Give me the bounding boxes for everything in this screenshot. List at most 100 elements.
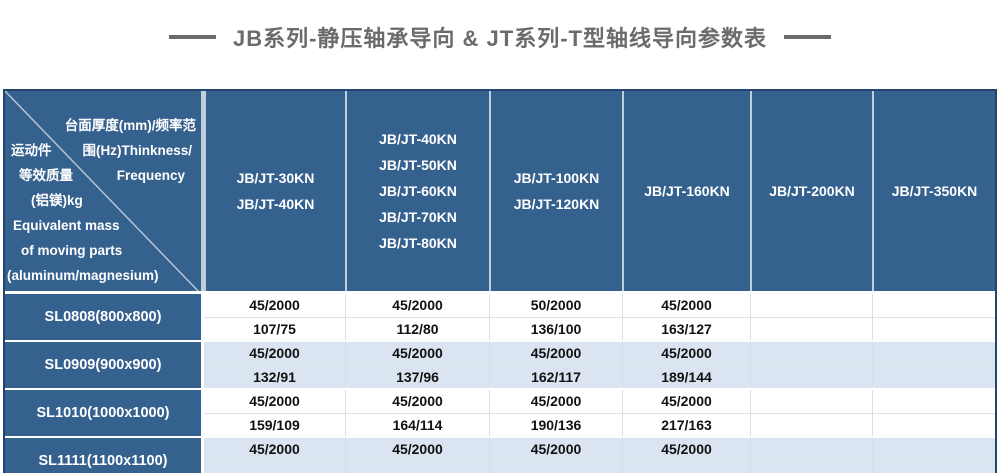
table-cell <box>750 317 872 340</box>
column-header-4: JB/JT-160KN <box>622 91 750 291</box>
corner-line-right: 围(Hz)Thinkness/ <box>82 143 192 158</box>
table-cell <box>872 438 995 461</box>
column-header-3: JB/JT-100KN JB/JT-120KN <box>489 91 622 291</box>
table-cell: 112/80 <box>345 317 489 340</box>
diagonal-divider <box>5 91 200 291</box>
title-rule-left <box>168 35 216 39</box>
group-data: 45/2000 45/2000 45/2000 45/2000 132/91 137/96… <box>204 342 995 388</box>
spec-table: 台面厚度(mm)/频率范运动件 围(Hz)Thinkness/等效质量 Freque… <box>3 89 997 473</box>
corner-cell: 台面厚度(mm)/频率范运动件 围(Hz)Thinkness/等效质量 Freque… <box>5 91 204 291</box>
column-header-line: JB/JT-70KN <box>379 209 457 225</box>
table-cell <box>872 365 995 388</box>
table-row: 107/75 112/80 136/100 163/127 <box>204 316 995 340</box>
table-cell: 45/2000 <box>249 393 300 410</box>
table-cell <box>750 413 872 436</box>
table-cell <box>622 461 750 473</box>
column-header-line: JB/JT-50KN <box>379 157 457 173</box>
table-cell: 45/2000 <box>622 294 750 317</box>
table-cell: 45/2000 <box>622 390 750 413</box>
table-cell: 45/2000 <box>345 390 489 413</box>
table-cell: 163/127 <box>622 317 750 340</box>
page-title: JB系列-静压轴承导向 & JT系列-T型轴线导向参数表 <box>232 26 767 51</box>
table-cell <box>872 342 995 365</box>
table-row <box>204 460 995 473</box>
title-rule-right <box>784 35 831 39</box>
corner-line: Equivalent mass <box>5 213 201 238</box>
table-cell: 45/2000 <box>345 438 489 461</box>
table-cell <box>750 294 872 317</box>
table-row: 45/2000 45/2000 45/2000 45/2000 <box>204 342 995 365</box>
column-header-2: JB/JT-40KN JB/JT-50KN JB/JT-60KN JB/JT-70KN… <box>345 91 489 291</box>
table-cell <box>345 461 489 473</box>
table-cell: 45/2000 <box>622 342 750 365</box>
row-header: SL1010(1000x1000) <box>5 390 204 436</box>
row-header: SL0808(800x800) <box>5 294 204 340</box>
column-header-5: JB/JT-200KN <box>750 91 872 291</box>
corner-line-left: 运动件 <box>11 143 52 158</box>
corner-line: of moving parts <box>5 238 201 263</box>
table-cell: 159/109 <box>249 416 300 433</box>
table-cell <box>750 438 872 461</box>
table-row: 159/109 164/114 190/136 217/163 <box>204 412 995 436</box>
table-row: 45/2000 45/2000 45/2000 45/2000 <box>204 438 995 461</box>
table-row: 132/91 137/96 162/117 189/144 <box>204 364 995 388</box>
table-group-SL1111(1100x1100): SL1111(1100x1100) 45/2000 45/2000 45/2000 45… <box>5 438 995 473</box>
table-cell: 45/2000 <box>249 441 300 458</box>
table-cell <box>872 317 995 340</box>
table-group-SL0909(900x900): SL0909(900x900) 45/2000 45/2000 45/2000 45/2… <box>5 342 995 390</box>
table-cell: 45/2000 <box>345 294 489 317</box>
table-cell: 162/117 <box>489 365 622 388</box>
table-cell <box>872 461 995 473</box>
table-cell <box>750 342 872 365</box>
row-header: SL0909(900x900) <box>5 342 204 388</box>
table-cell <box>204 462 345 473</box>
corner-line-left: (铝镁)kg <box>31 193 83 208</box>
row-header: SL1111(1100x1100) <box>5 438 204 473</box>
group-data: 45/2000 45/2000 45/2000 45/2000 <box>204 438 995 473</box>
corner-line: (铝镁)kg <box>5 188 201 213</box>
corner-line-left: 等效质量 <box>19 168 73 183</box>
table-group-SL1010(1000x1000): SL1010(1000x1000) 45/2000 45/2000 45/2000 45… <box>5 390 995 438</box>
table-row: 45/2000 45/2000 45/2000 45/2000 <box>204 390 995 413</box>
table-cell: 189/144 <box>622 365 750 388</box>
column-header-line: JB/JT-60KN <box>379 183 457 199</box>
corner-line-left: of moving parts <box>21 243 123 258</box>
corner-line: 运动件 围(Hz)Thinkness/ <box>5 138 201 163</box>
table-cell <box>750 390 872 413</box>
table-cell: 45/2000 <box>489 390 622 413</box>
table-cell <box>872 413 995 436</box>
table-cell: 217/163 <box>622 413 750 436</box>
table-cell: 137/96 <box>345 365 489 388</box>
table-cell: 107/75 <box>253 320 296 337</box>
table-row: 45/2000 45/2000 50/2000 45/2000 <box>204 294 995 317</box>
group-data: 45/2000 45/2000 45/2000 45/2000 159/109 164/1… <box>204 390 995 436</box>
corner-line-left: (aluminum/magnesium) <box>7 268 159 283</box>
column-header-line: JB/JT-120KN <box>513 196 600 212</box>
column-header-6: JB/JT-350KN <box>872 91 995 291</box>
table-cell <box>489 461 622 473</box>
corner-line-right: Frequency <box>116 168 185 183</box>
table-cell: 190/136 <box>489 413 622 436</box>
table-cell <box>872 390 995 413</box>
corner-cell-lines: 台面厚度(mm)/频率范运动件 围(Hz)Thinkness/等效质量 Freque… <box>5 91 201 291</box>
table-cell <box>750 365 872 388</box>
column-header-1: JB/JT-30KN JB/JT-40KN <box>204 91 345 291</box>
table-group-SL0808(800x800): SL0808(800x800) 45/2000 45/2000 50/2000 45/2… <box>5 294 995 342</box>
table-cell: 45/2000 <box>249 345 300 362</box>
table-cell: 45/2000 <box>489 438 622 461</box>
table-cell <box>872 294 995 317</box>
column-header-line: JB/JT-160KN <box>644 183 730 199</box>
corner-line: (aluminum/magnesium) <box>5 263 201 288</box>
table-cell: 45/2000 <box>489 342 622 365</box>
column-header-line: JB/JT-80KN <box>379 235 457 251</box>
table-cell: 45/2000 <box>249 297 300 314</box>
column-header-line: JB/JT-30KN <box>236 170 315 186</box>
title-bar: JB系列-静压轴承导向 & JT系列-T型轴线导向参数表 <box>0 23 1000 51</box>
corner-line: 台面厚度(mm)/频率范 <box>5 113 201 138</box>
table-cell: 50/2000 <box>489 294 622 317</box>
column-header-line: JB/JT-40KN <box>236 196 315 212</box>
column-header-line: JB/JT-350KN <box>891 183 978 199</box>
table-cell: 136/100 <box>489 317 622 340</box>
group-data: 45/2000 45/2000 50/2000 45/2000 107/75 112/80… <box>204 294 995 340</box>
